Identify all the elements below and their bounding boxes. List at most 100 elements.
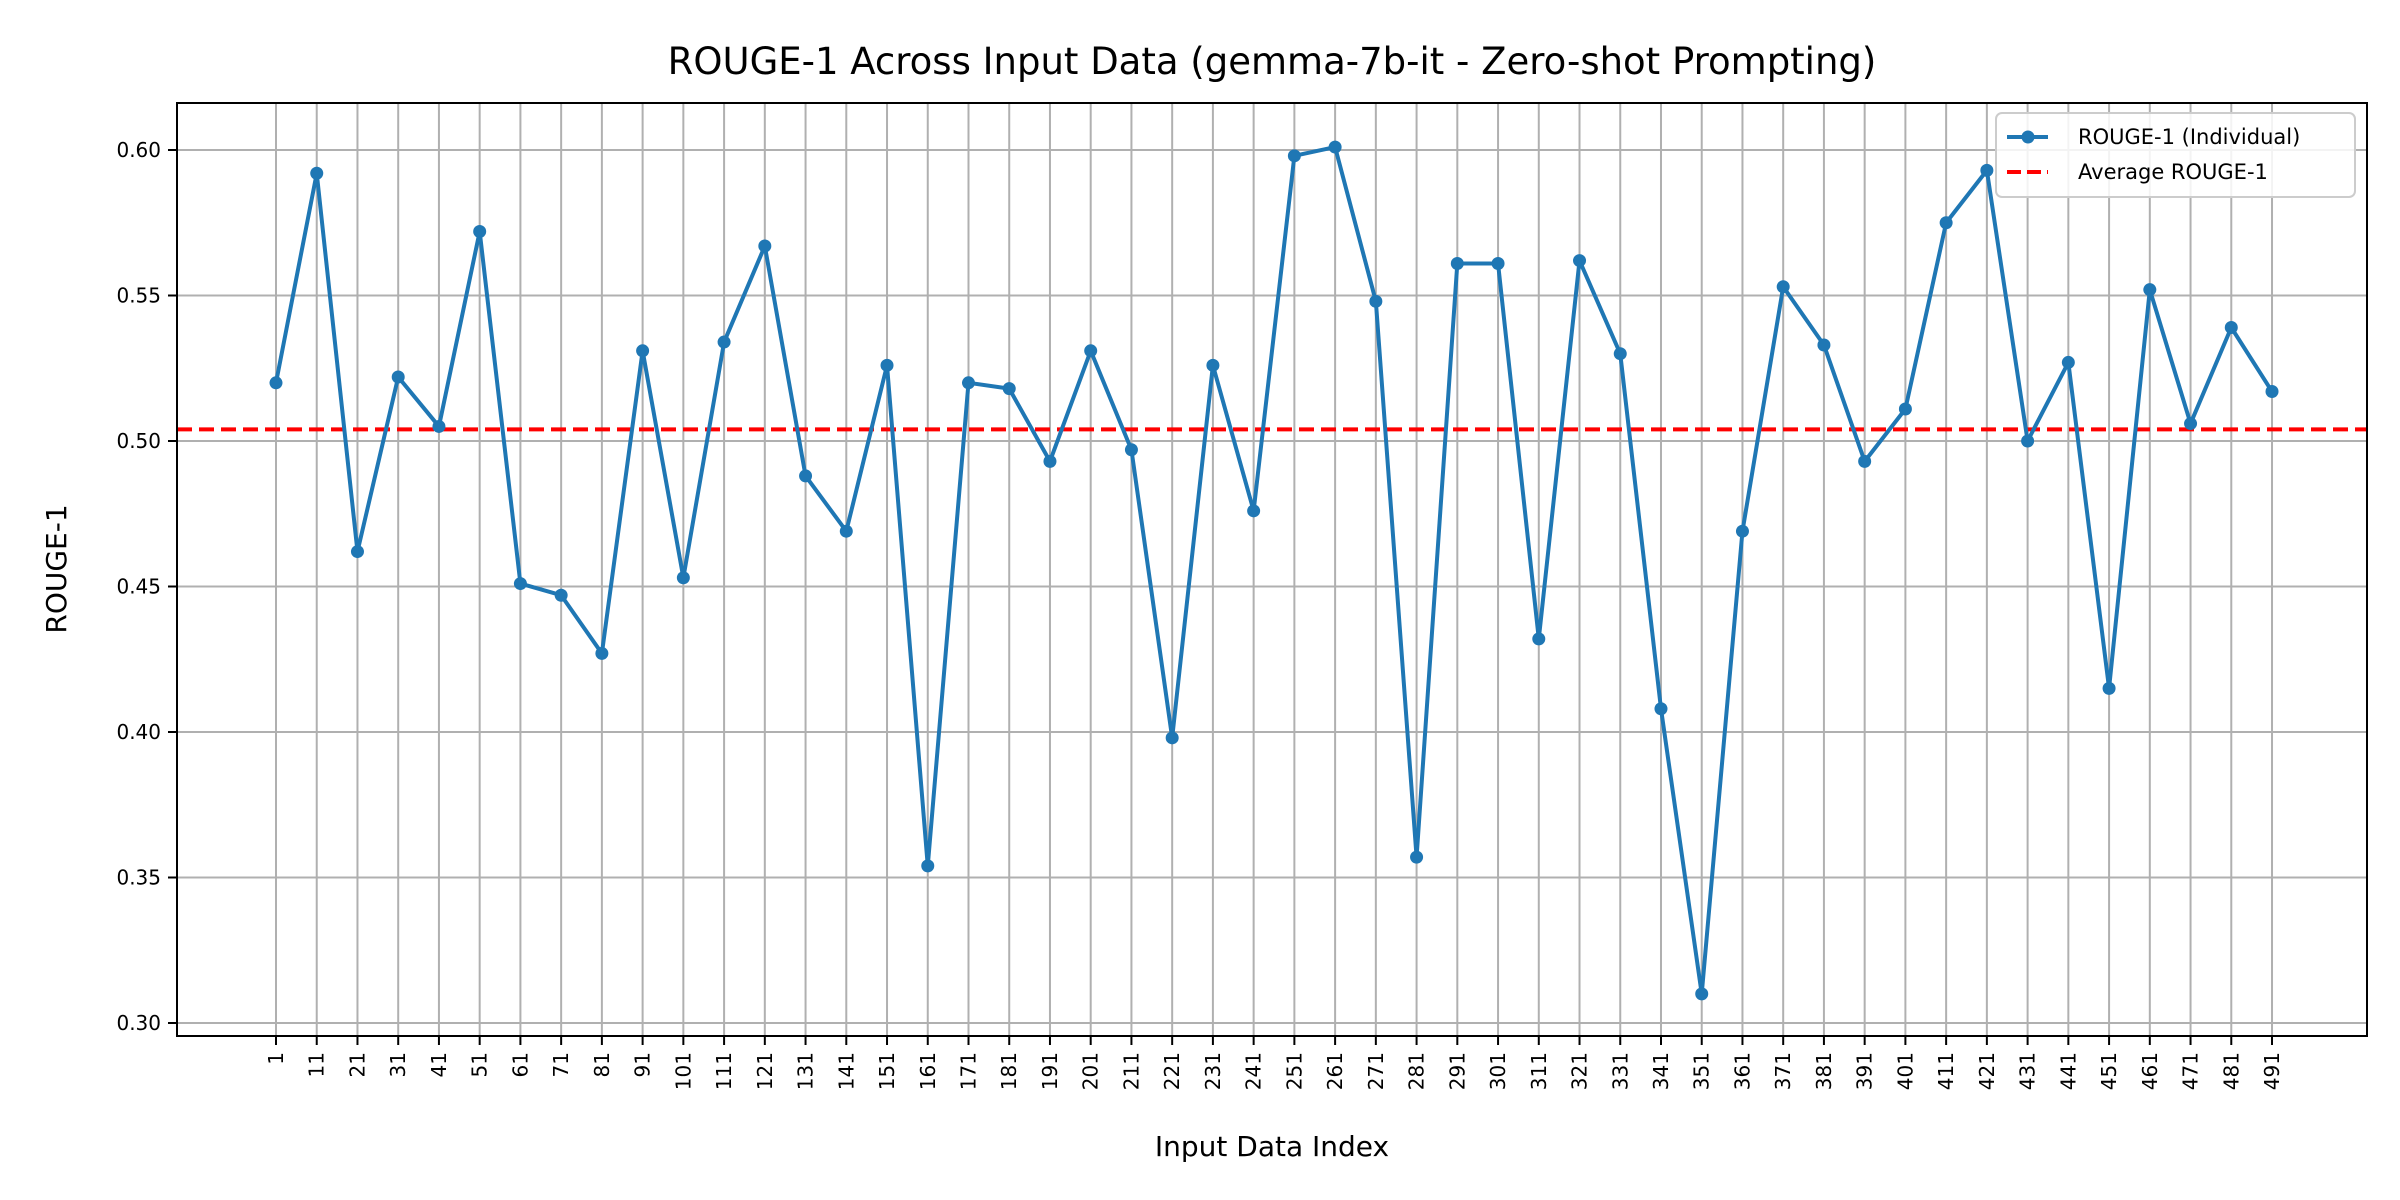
data-point <box>1165 731 1179 745</box>
x-tick-label: 211 <box>1119 1052 1143 1090</box>
data-point <box>2102 681 2116 695</box>
y-tick-label: 0.55 <box>116 284 161 308</box>
x-tick-label: 151 <box>875 1052 899 1090</box>
data-point <box>2265 385 2279 399</box>
data-point <box>1573 254 1587 268</box>
x-tick-label: 51 <box>468 1052 492 1077</box>
data-point <box>1613 347 1627 361</box>
data-point <box>1124 443 1138 457</box>
x-tick-label: 21 <box>345 1052 369 1077</box>
data-point <box>1695 987 1709 1001</box>
x-tick-label: 471 <box>2179 1052 2203 1090</box>
x-tick-label: 231 <box>1201 1052 1225 1090</box>
data-point <box>1654 702 1668 716</box>
x-axis-label: Input Data Index <box>1155 1130 1389 1163</box>
data-point <box>1206 358 1220 372</box>
data-point <box>1247 504 1261 518</box>
series-line-individual <box>274 145 2274 996</box>
x-tick-label: 91 <box>631 1052 655 1077</box>
y-tick-label: 0.60 <box>116 138 161 162</box>
x-tick-label: 381 <box>1812 1052 1836 1090</box>
data-point <box>1817 338 1831 352</box>
x-tick-label: 251 <box>1282 1052 1306 1090</box>
data-point <box>1898 402 1912 416</box>
x-tick-label: 391 <box>1853 1052 1877 1090</box>
data-point <box>717 335 731 349</box>
data-point <box>921 859 935 873</box>
data-point <box>1858 454 1872 468</box>
y-tick-label: 0.30 <box>116 1011 161 1035</box>
data-point <box>1776 280 1790 294</box>
x-tick-label: 11 <box>305 1052 329 1077</box>
x-tick-label: 111 <box>712 1052 736 1090</box>
x-tick-label: 81 <box>590 1052 614 1077</box>
y-axis-label: ROUGE-1 <box>40 504 73 633</box>
x-tick-label: 351 <box>1690 1052 1714 1090</box>
y-tick-label: 0.50 <box>116 429 161 453</box>
data-point <box>758 239 772 253</box>
series-layer <box>269 140 2279 1001</box>
data-point <box>1369 294 1383 308</box>
data-point <box>676 571 690 585</box>
x-tick-label: 141 <box>834 1052 858 1090</box>
legend-label-average: Average ROUGE-1 <box>2078 160 2268 184</box>
x-tick-label: 421 <box>1975 1052 1999 1090</box>
data-point <box>2061 355 2075 369</box>
data-point <box>310 166 324 180</box>
x-tick-label: 201 <box>1079 1052 1103 1090</box>
x-tick-label: 241 <box>1242 1052 1266 1090</box>
y-tick-label: 0.40 <box>116 720 161 744</box>
data-point <box>595 646 609 660</box>
grid <box>177 103 2367 1036</box>
data-point <box>2143 283 2157 297</box>
x-tick-label: 451 <box>2097 1052 2121 1090</box>
x-tick-label: 291 <box>1445 1052 1469 1090</box>
data-point <box>350 545 364 559</box>
legend-box <box>1995 112 2356 198</box>
x-tick-label: 181 <box>997 1052 1021 1090</box>
x-tick-label: 131 <box>794 1052 818 1090</box>
x-tick-label: 221 <box>1160 1052 1184 1090</box>
data-point <box>636 344 650 358</box>
x-tick-label: 191 <box>1038 1052 1062 1090</box>
data-point <box>1043 454 1057 468</box>
data-point <box>961 376 975 390</box>
data-point <box>2021 434 2035 448</box>
x-tick-label: 1 <box>264 1052 288 1065</box>
data-point <box>1002 382 1016 396</box>
x-tick-label: 41 <box>427 1052 451 1077</box>
data-point <box>1287 149 1301 163</box>
data-point <box>1084 344 1098 358</box>
data-point <box>1735 524 1749 538</box>
data-point <box>269 376 283 390</box>
x-tick-label: 331 <box>1608 1052 1632 1090</box>
x-tick-label: 171 <box>956 1052 980 1090</box>
legend: ROUGE-1 (Individual) Average ROUGE-1 <box>1995 112 2356 198</box>
x-tick-label: 371 <box>1771 1052 1795 1090</box>
legend-marker-individual <box>2021 130 2035 144</box>
x-tick-label: 101 <box>671 1052 695 1090</box>
data-point <box>554 588 568 602</box>
data-point <box>1980 163 1994 177</box>
data-point <box>1328 140 1342 154</box>
x-tick-label: 281 <box>1405 1052 1429 1090</box>
data-point <box>2224 321 2238 335</box>
x-tick-label: 341 <box>1649 1052 1673 1090</box>
x-tick-label: 271 <box>1364 1052 1388 1090</box>
legend-label-individual: ROUGE-1 (Individual) <box>2078 125 2300 149</box>
x-tick-label: 461 <box>2138 1052 2162 1090</box>
y-tick-label: 0.45 <box>116 575 161 599</box>
x-tick-label: 311 <box>1527 1052 1551 1090</box>
x-tick-label: 161 <box>916 1052 940 1090</box>
chart-title: ROUGE-1 Across Input Data (gemma-7b-it -… <box>668 40 1877 83</box>
x-tick-label: 481 <box>2219 1052 2243 1090</box>
x-tick-label: 491 <box>2260 1052 2284 1090</box>
x-tick-label: 121 <box>753 1052 777 1090</box>
data-point <box>839 524 853 538</box>
data-point <box>432 419 446 433</box>
x-tick-label: 361 <box>1730 1052 1754 1090</box>
data-point <box>391 370 405 384</box>
data-point <box>1491 256 1505 270</box>
